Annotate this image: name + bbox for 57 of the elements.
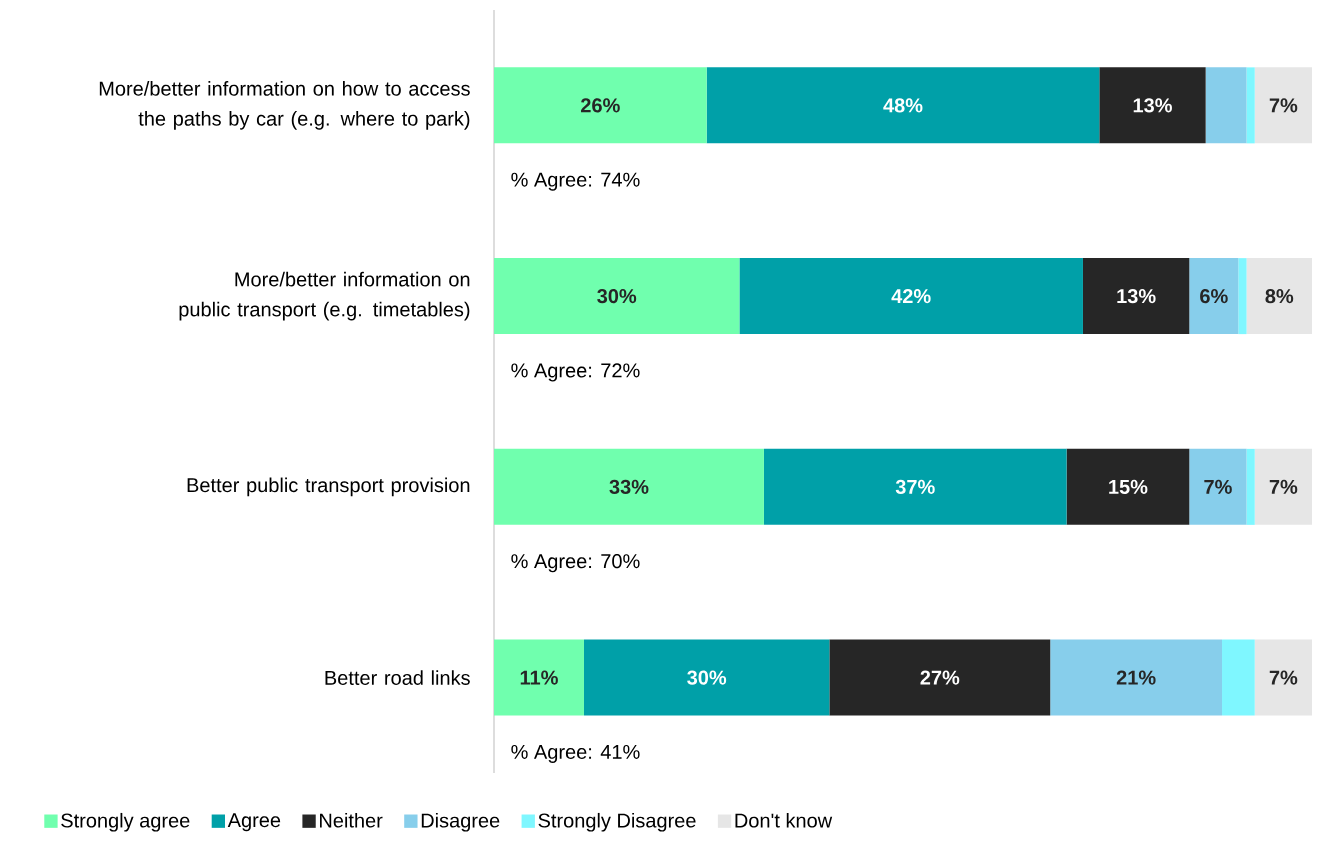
data-label: 37% [895, 479, 935, 494]
legend-label: Don't know [735, 812, 833, 828]
bar [1205, 67, 1247, 144]
y-tick-label: More/better information on how to access the paths by car (e.g. where to park) [99, 81, 470, 130]
data-label: 33% [609, 479, 649, 494]
data-label: 42% [891, 289, 931, 304]
legend-label: Neither [320, 812, 383, 828]
annotation: % Agree: 41% [511, 744, 640, 763]
y-tick-label: Better public transport provision [187, 477, 470, 497]
bar [1254, 639, 1312, 716]
data-label: 8% [1265, 289, 1294, 304]
bar [763, 448, 1067, 525]
bar [1099, 67, 1206, 144]
bar [1254, 67, 1312, 144]
bar [494, 67, 707, 144]
legend-label: Agree [227, 813, 281, 832]
data-label: 48% [883, 98, 923, 113]
bar [1246, 67, 1255, 144]
data-label: 15% [1109, 479, 1148, 494]
bar [1189, 448, 1247, 525]
legend-label: Disagree [421, 812, 500, 832]
bar [1189, 258, 1239, 335]
legend-label: Strongly agree [61, 812, 190, 832]
bar [494, 639, 584, 716]
y-tick-label: More/better information on public transport (e.g. timetables) [179, 271, 470, 321]
bar [1254, 448, 1312, 525]
data-label: 30% [597, 289, 637, 304]
data-label: 26% [581, 98, 620, 113]
bar [494, 448, 764, 525]
annotation: % Agree: 72% [511, 363, 640, 382]
bar [1246, 448, 1255, 525]
data-label: 27% [920, 670, 960, 685]
annotation: % Agree: 74% [511, 172, 640, 191]
bar [1238, 258, 1247, 335]
bar [739, 258, 1083, 335]
bar [494, 258, 740, 335]
bar [583, 639, 830, 716]
y-tick-label: Better road links [325, 670, 470, 685]
data-label: 7% [1204, 479, 1232, 494]
data-label: 7% [1269, 479, 1298, 494]
bar [1082, 258, 1190, 335]
data-label: 6% [1200, 289, 1228, 304]
data-label: 7% [1269, 98, 1298, 113]
legend-label: Strongly Disagree [538, 812, 696, 832]
bar [829, 639, 1051, 716]
annotation: % Agree: 70% [511, 554, 640, 573]
data-label: 7% [1269, 670, 1298, 685]
data-label: 13% [1117, 289, 1156, 304]
data-label: 30% [687, 670, 727, 685]
bar [1222, 639, 1255, 716]
bar [706, 67, 1100, 144]
bar [1050, 639, 1223, 716]
data-label: 11% [520, 670, 558, 685]
bar [1246, 258, 1312, 335]
data-label: 21% [1116, 670, 1156, 685]
data-label: 13% [1133, 98, 1172, 113]
bar [1066, 448, 1190, 525]
